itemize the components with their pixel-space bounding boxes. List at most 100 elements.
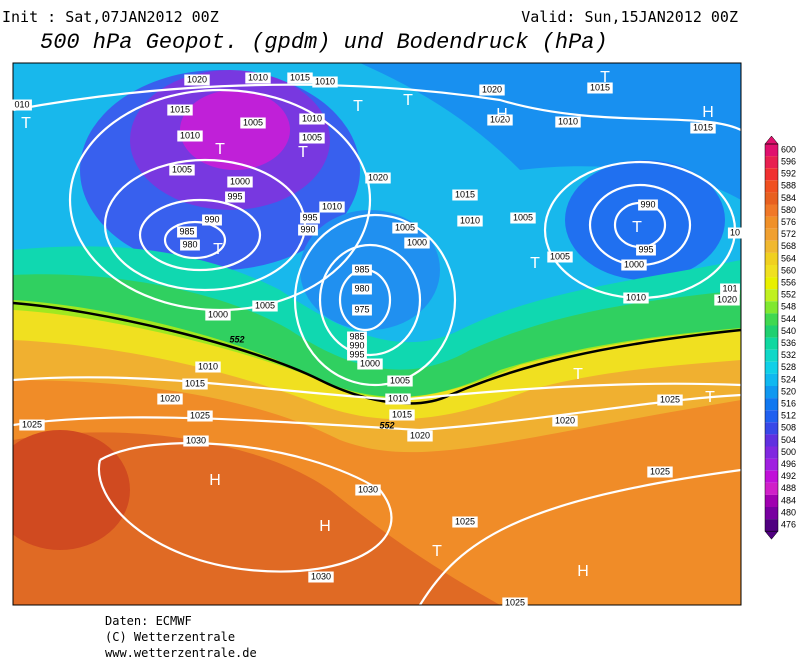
isobar-label: 980 bbox=[354, 283, 369, 293]
isobar-label-bg bbox=[452, 516, 478, 528]
colorbar-label: 500 bbox=[781, 447, 796, 457]
isobar-label-bg bbox=[621, 259, 647, 271]
isobar-label: 990 bbox=[640, 199, 655, 209]
colorbar-label: 564 bbox=[781, 253, 796, 263]
isobar-label-bg bbox=[182, 378, 208, 390]
isobar-label: 1030 bbox=[358, 484, 378, 494]
isobar-label: 1005 bbox=[395, 222, 415, 232]
colorbar-label: 552 bbox=[781, 290, 796, 300]
isobar-label-bg bbox=[502, 597, 528, 609]
isobar-label: 1010 bbox=[198, 361, 218, 371]
colorbar-label: 572 bbox=[781, 229, 796, 239]
isobar-label-bg bbox=[387, 375, 413, 387]
isobar-label: 1030 bbox=[186, 435, 206, 445]
colorbar-swatch bbox=[765, 470, 778, 483]
colorbar-swatch bbox=[765, 168, 778, 181]
isobar-label: 1015 bbox=[185, 378, 205, 388]
isobar-label-bg bbox=[167, 104, 193, 116]
isobar-label: 1000 bbox=[230, 176, 250, 186]
map-title: 500 hPa Geopot. (gpdm) und Bodendruck (h… bbox=[40, 30, 608, 55]
colorbar-swatch bbox=[765, 434, 778, 447]
colorbar-swatch bbox=[765, 192, 778, 205]
footer-line: (C) Wetterzentrale bbox=[105, 630, 235, 644]
isobar-label-bg bbox=[240, 117, 266, 129]
colorbar-label: 516 bbox=[781, 399, 796, 409]
isobar-label-bg bbox=[347, 349, 367, 361]
colorbar-top-cap bbox=[764, 135, 779, 145]
isobar-label-bg bbox=[252, 300, 278, 312]
isobar-label-bg bbox=[169, 164, 195, 176]
isobar-label-bg bbox=[357, 358, 383, 370]
colorbar-label: 484 bbox=[781, 495, 796, 505]
isobar-label: 1015 bbox=[455, 189, 475, 199]
pressure-center: T bbox=[530, 255, 540, 272]
isobar-label: 1005 bbox=[243, 117, 263, 127]
colorbar-label: 584 bbox=[781, 193, 796, 203]
init-time: Init : Sat,07JAN2012 00Z bbox=[2, 8, 219, 26]
isobar-label: 1005 bbox=[302, 132, 322, 142]
colorbar-swatch bbox=[765, 204, 778, 217]
isobar-label-bg bbox=[636, 244, 656, 256]
colorbar-label: 520 bbox=[781, 386, 796, 396]
isobar-label: 995 bbox=[302, 212, 317, 222]
isobar-label-bg bbox=[479, 84, 505, 96]
isobar-label: 1025 bbox=[505, 597, 525, 607]
isobar-label: 1020 bbox=[160, 393, 180, 403]
isobar-label: 1015 bbox=[290, 72, 310, 82]
isobar-label: 1005 bbox=[550, 251, 570, 261]
isobar-label-bg bbox=[298, 224, 318, 236]
colorbar-swatch bbox=[765, 313, 778, 326]
isobar-label-bg bbox=[187, 410, 213, 422]
colorbar-label: 600 bbox=[781, 144, 796, 154]
isobar-label: 995 bbox=[638, 244, 653, 254]
colorbar-label: 496 bbox=[781, 459, 796, 469]
isobar-label: 990 bbox=[349, 340, 364, 350]
isobar-label-bg bbox=[690, 122, 716, 134]
isobar-label: 1010 bbox=[302, 113, 322, 123]
isobar-label: 1025 bbox=[660, 394, 680, 404]
colorbar-label: 528 bbox=[781, 362, 796, 372]
colorbar-swatch bbox=[765, 349, 778, 362]
footer-line: Daten: ECMWF bbox=[105, 614, 192, 628]
isobar-label: 1010 bbox=[626, 292, 646, 302]
colorbar-label: 480 bbox=[781, 507, 796, 517]
colorbar-label: 492 bbox=[781, 471, 796, 481]
isobar-label: 1000 bbox=[407, 237, 427, 247]
isobar-label: 10 bbox=[730, 227, 740, 237]
colorbar-swatch bbox=[765, 337, 778, 350]
contour-label: 552 bbox=[379, 420, 394, 430]
colorbar-label: 588 bbox=[781, 181, 796, 191]
colorbar-label: 576 bbox=[781, 217, 796, 227]
pressure-center: T bbox=[353, 98, 363, 115]
colorbar-label: 568 bbox=[781, 241, 796, 251]
isobar-label: 1005 bbox=[255, 300, 275, 310]
isobar-label-bg bbox=[308, 571, 334, 583]
colorbar-label: 536 bbox=[781, 338, 796, 348]
isobar-label: 1020 bbox=[482, 84, 502, 94]
isobar-label: 1025 bbox=[190, 410, 210, 420]
isobar-label-bg bbox=[587, 82, 613, 94]
isobar-label: 1025 bbox=[455, 516, 475, 526]
isobar-label: 1010 bbox=[248, 72, 268, 82]
isobar-label-bg bbox=[183, 435, 209, 447]
pressure-center: T bbox=[573, 366, 583, 383]
isobar-label-bg bbox=[184, 74, 210, 86]
isobar-label: 1020 bbox=[490, 114, 510, 124]
isobar-label-bg bbox=[347, 340, 367, 352]
isobar-label: 1005 bbox=[513, 212, 533, 222]
isobar-label-bg bbox=[720, 283, 740, 295]
isobar-label-bg bbox=[555, 116, 581, 128]
isobar-label-bg bbox=[623, 292, 649, 304]
colorbar-swatch bbox=[765, 482, 778, 495]
isobar-label: 985 bbox=[349, 331, 364, 341]
isobar-label-bg bbox=[404, 237, 430, 249]
isobar-label-bg bbox=[647, 466, 673, 478]
isobar-label-bg bbox=[225, 191, 245, 203]
isobar-label: 1000 bbox=[624, 259, 644, 269]
colorbar-swatch bbox=[765, 361, 778, 374]
colorbar-swatch bbox=[765, 507, 778, 520]
colorbar-swatch bbox=[765, 446, 778, 459]
colorbar-swatch bbox=[765, 144, 778, 157]
pressure-center: T bbox=[632, 219, 642, 236]
pressure-center: T bbox=[213, 241, 223, 258]
